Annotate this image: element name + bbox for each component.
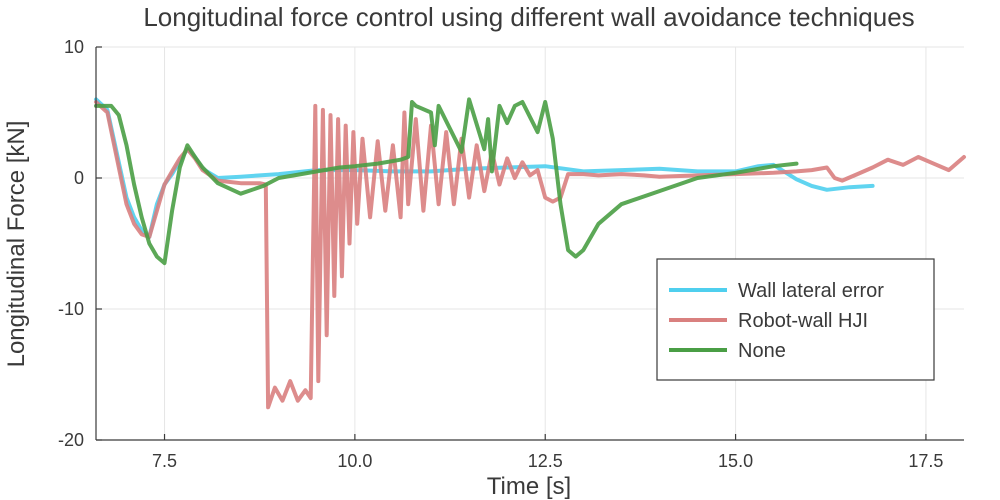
y-tick-label: -10 [58,299,84,319]
ticks: 7.5 10.0 12.5 15.0 17.5 -20 -10 0 10 [58,37,943,471]
x-tick-label: 17.5 [908,451,943,471]
y-tick-label: 10 [64,37,84,57]
y-tick-label: -20 [58,430,84,450]
x-tick-label: 10.0 [337,451,372,471]
x-axis-label: Time [s] [487,473,571,500]
x-tick-label: 12.5 [528,451,563,471]
legend: Wall lateral error Robot-wall HJI None [656,258,935,381]
legend-label-none: None [738,340,786,362]
grid [96,46,964,441]
axes [95,47,964,441]
legend-label-wall-lateral-error: Wall lateral error [738,280,884,302]
y-tick-label: 0 [74,168,84,188]
x-tick-label: 7.5 [152,451,177,471]
series-lines [94,97,966,410]
x-tick-label: 15.0 [718,451,753,471]
chart-title: Longitudinal force control using differe… [143,2,914,32]
legend-label-robot-wall-hji: Robot-wall HJI [738,310,868,332]
y-axis-label: Longitudinal Force [kN] [3,121,30,368]
series-line-none [94,97,799,266]
